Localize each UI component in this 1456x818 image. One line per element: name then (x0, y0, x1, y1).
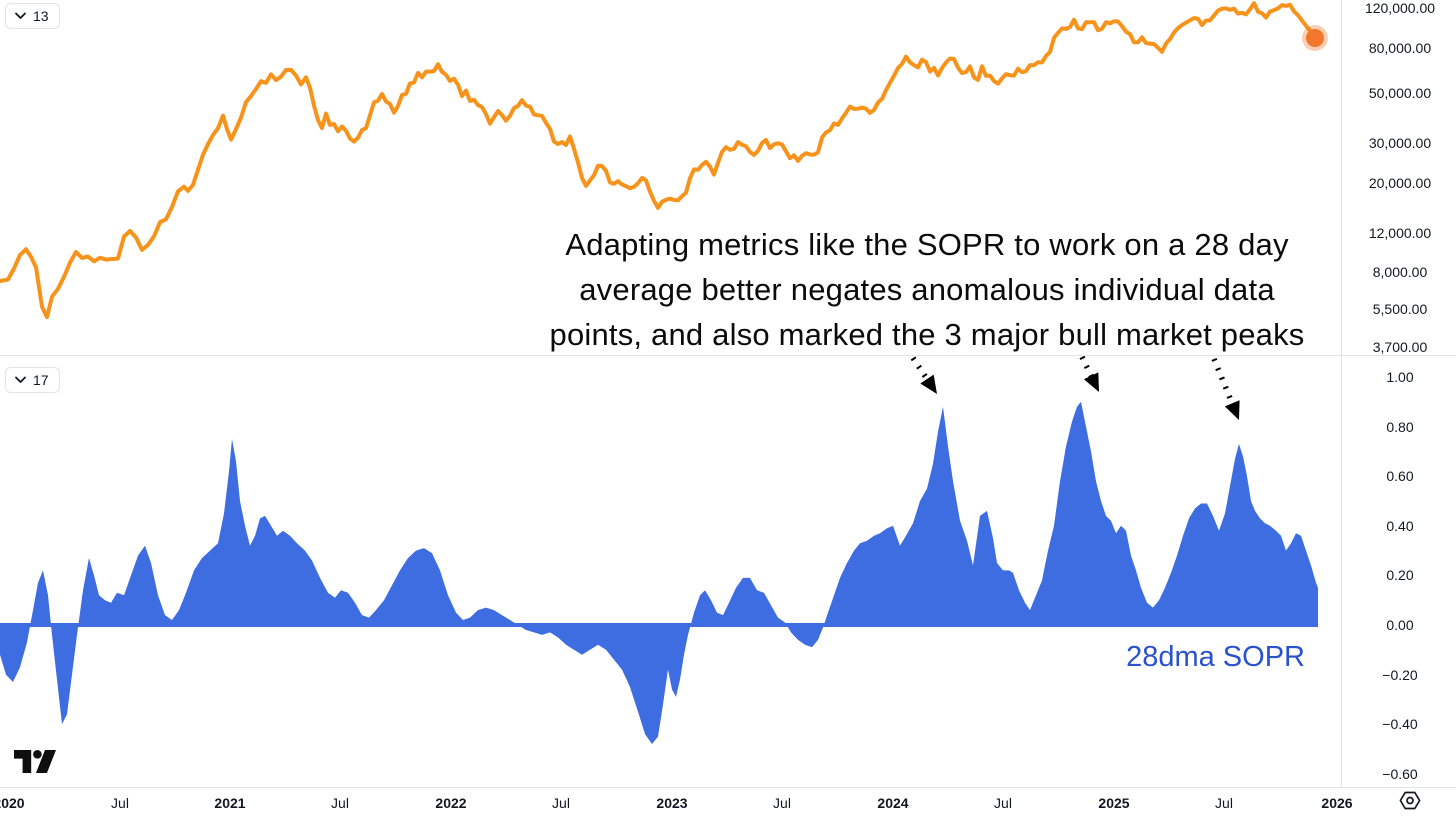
time-tick-label-jul: Jul (994, 795, 1012, 811)
price-tick-label: 120,000.00 (1364, 0, 1436, 16)
chevron-down-icon (15, 12, 26, 19)
annotation-arrowhead-2 (1083, 372, 1099, 392)
tradingview-logo[interactable] (14, 748, 56, 780)
time-tick-label-2022: 2022 (435, 795, 467, 811)
annotation-text: Adapting metrics like the SOPR to work o… (478, 222, 1376, 357)
price-tick-label: 8,000.00 (1372, 264, 1428, 281)
time-tick-label-jul: Jul (1215, 795, 1233, 811)
annotation-arrow-shaft-3 (1211, 357, 1236, 408)
time-tick-label-2021: 2021 (214, 795, 246, 811)
sopr-tick-label: 0.20 (1386, 567, 1414, 584)
sopr-pane-badge-count: 17 (33, 372, 49, 388)
sopr-zero-baseline (0, 623, 1318, 627)
annotation-arrow-shaft-1 (910, 356, 931, 384)
price-last-dot (1306, 29, 1324, 47)
price-scale[interactable]: 120,000.00 80,000.00 50,000.00 30,000.00 20,… (1346, 0, 1456, 355)
price-tick-label: 3,700.00 (1372, 339, 1428, 356)
tradingview-logo-icon (14, 750, 56, 773)
price-line-series (0, 1, 1317, 320)
annotation-line-1: Adapting metrics like the SOPR to work o… (565, 227, 1289, 262)
sopr-pane-collapse-button[interactable]: 17 (5, 367, 60, 393)
time-axis-settings-button[interactable] (1399, 791, 1421, 815)
sopr-series-label: 28dma SOPR (1126, 641, 1305, 673)
sopr-tick-label: 0.60 (1386, 468, 1414, 485)
time-tick-label-2025: 2025 (1098, 795, 1130, 811)
price-tick-label: 50,000.00 (1368, 85, 1432, 102)
price-tick-label: 20,000.00 (1368, 174, 1432, 191)
time-tick-label-jul: Jul (552, 795, 570, 811)
price-tick-label: 80,000.00 (1368, 39, 1432, 56)
chevron-down-icon (15, 376, 26, 383)
sopr-scale[interactable]: 1.00 0.80 0.60 0.40 0.20 0.00 −0.20 −0.40 −0.60 (1346, 355, 1456, 787)
time-tick-label-2024: 2024 (877, 795, 909, 811)
price-scale-border (1341, 0, 1342, 787)
price-tick-label: 5,500.00 (1372, 300, 1428, 317)
annotation-line-3: points, and also marked the 3 major bull… (549, 317, 1305, 352)
price-tick-label: 30,000.00 (1368, 135, 1432, 152)
price-pane-collapse-button[interactable]: 13 (5, 3, 60, 29)
sopr-tick-label: 0.80 (1386, 418, 1414, 435)
annotation-arrowhead-1 (920, 374, 937, 394)
time-tick-label-jul: Jul (331, 795, 349, 811)
gear-hexagon-icon (1399, 791, 1421, 810)
time-tick-label-2023: 2023 (656, 795, 688, 811)
sopr-tick-label: −0.60 (1382, 765, 1418, 782)
sopr-area-series (0, 401, 1318, 744)
time-tick-label-2020: 2020 (0, 795, 25, 811)
price-pane-badge-count: 13 (33, 8, 49, 24)
sopr-tick-label: 0.00 (1386, 617, 1414, 633)
sopr-tick-label: −0.40 (1382, 716, 1418, 733)
annotation-line-2: average better negates anomalous individ… (579, 272, 1275, 307)
annotation-arrowhead-3 (1224, 400, 1240, 420)
time-axis[interactable]: 2020 Jul 2021 Jul 2022 Jul 2023 Jul 2024 Jul 2025 J… (0, 787, 1456, 818)
time-tick-label-jul: Jul (111, 795, 129, 811)
time-axis-border (0, 787, 1456, 788)
annotation-arrow-shaft-2 (1079, 355, 1095, 380)
sopr-tick-label: 1.00 (1386, 369, 1414, 385)
sopr-tick-label: −0.20 (1382, 666, 1418, 683)
time-tick-label-jul: Jul (773, 795, 791, 811)
time-tick-label-2026: 2026 (1321, 795, 1353, 811)
price-tick-label: 12,000.00 (1368, 224, 1432, 241)
sopr-tick-label: 0.40 (1386, 517, 1414, 534)
pane-separator[interactable] (0, 355, 1456, 356)
